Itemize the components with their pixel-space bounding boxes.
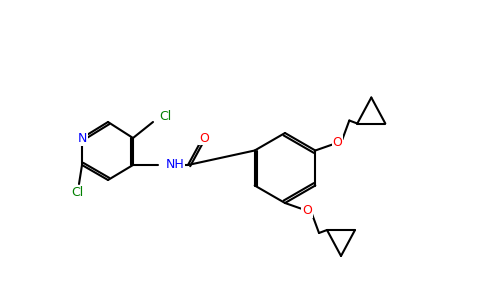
Text: N: N xyxy=(77,131,87,145)
Text: O: O xyxy=(199,131,209,145)
Text: O: O xyxy=(302,205,312,218)
Text: O: O xyxy=(333,136,342,149)
Text: Cl: Cl xyxy=(71,185,83,199)
Text: NH: NH xyxy=(166,158,185,172)
Text: Cl: Cl xyxy=(159,110,171,124)
